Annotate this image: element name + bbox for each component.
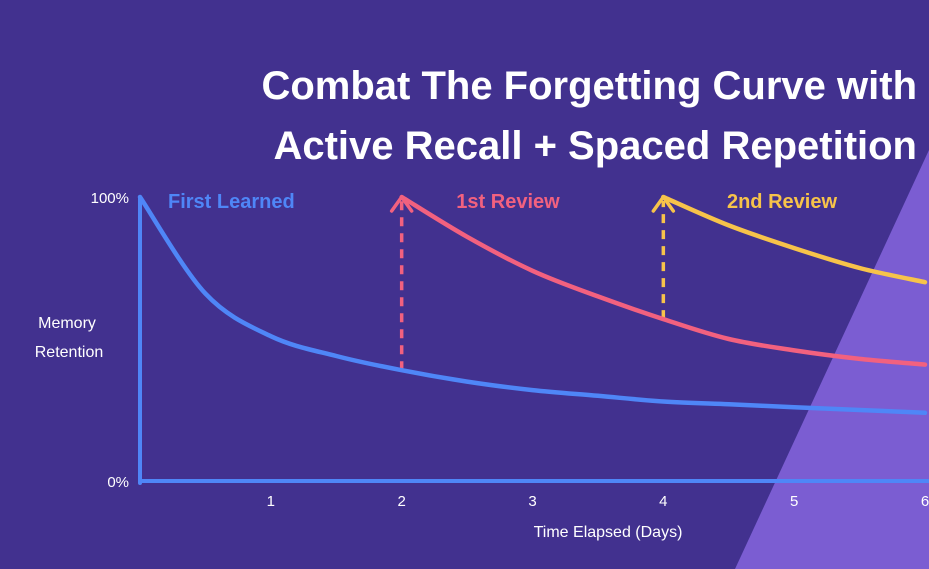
series-line-2nd-review bbox=[661, 194, 928, 285]
accent-wedge bbox=[735, 150, 929, 569]
x-tick-label: 5 bbox=[790, 493, 798, 510]
series-line-first-learned bbox=[137, 194, 928, 416]
chart-title-line-1: Combat The Forgetting Curve with bbox=[261, 64, 917, 108]
series-label: 1st Review bbox=[456, 191, 560, 213]
x-tick-label: 6 bbox=[921, 493, 929, 510]
y-axis-label-line-1: Memory bbox=[38, 315, 96, 332]
chart-title-line-2: Active Recall + Spaced Repetition bbox=[273, 124, 917, 168]
y-axis-label-line-2: Retention bbox=[35, 344, 104, 361]
x-tick-label: 4 bbox=[659, 493, 667, 510]
series-line-1st-review bbox=[399, 194, 928, 367]
y-tick-label: 100% bbox=[91, 190, 129, 207]
x-tick-label: 1 bbox=[267, 493, 275, 510]
y-tick-label: 0% bbox=[107, 474, 129, 491]
series-label: First Learned bbox=[168, 191, 295, 213]
x-axis-label: Time Elapsed (Days) bbox=[534, 524, 683, 541]
series-label: 2nd Review bbox=[727, 191, 837, 213]
x-tick-label: 2 bbox=[397, 493, 405, 510]
x-tick-label: 3 bbox=[528, 493, 536, 510]
